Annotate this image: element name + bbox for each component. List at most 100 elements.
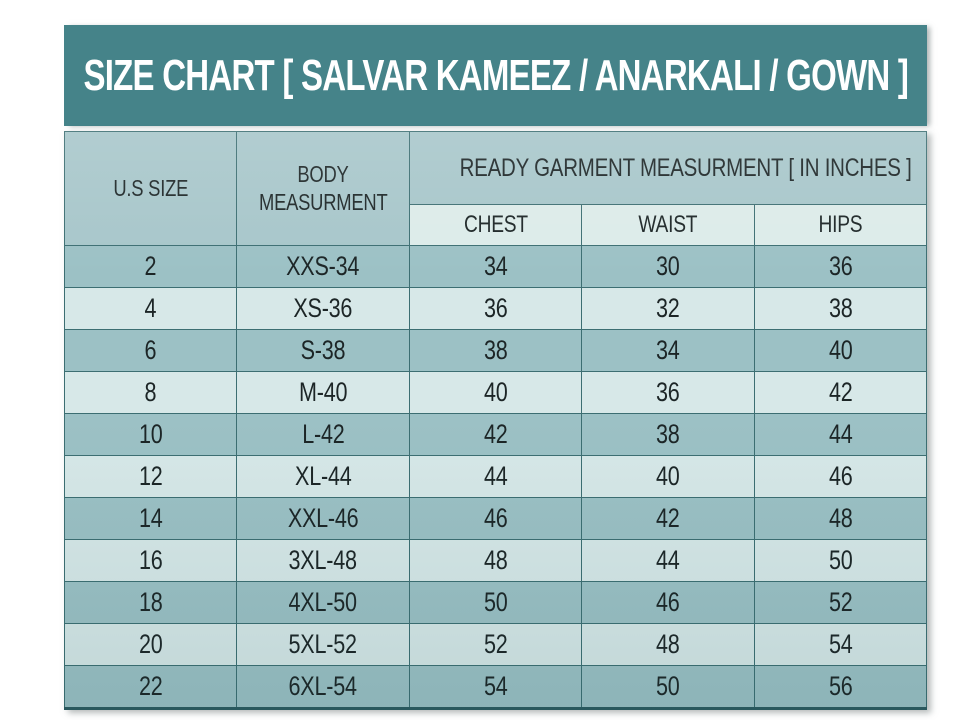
col-header-hips: HIPS [753,204,928,246]
table-cell-value: 18 [138,587,163,617]
table-cell-value: 46 [656,587,680,617]
table-cell: XL-44 [236,455,410,498]
table-cell: XS-36 [236,287,410,330]
table-cell-value: 38 [483,335,508,365]
table-row: 20 5XL-52 52 48 54 [63,623,928,666]
table-cell-value: 22 [138,671,163,701]
table-cell: 46 [753,455,928,498]
table-cell: 5XL-52 [236,623,410,666]
table-cell-value: 5XL-52 [288,629,358,659]
table-cell-value: 50 [483,587,508,617]
table-cell-value: 40 [656,461,680,491]
col-header-waist-label: WAIST [638,211,698,238]
title-band: SIZE CHART [ SALVAR KAMEEZ / ANARKALI / … [64,25,927,126]
table-cell: 6 [63,329,238,372]
col-header-chest-label: CHEST [463,211,528,238]
table-row: 12 XL-44 44 40 46 [63,455,928,498]
table-cell: L-42 [236,413,410,456]
table-cell-value: 16 [138,545,163,575]
table-cell-value: 34 [483,251,508,281]
table-cell: 2 [63,245,238,288]
table-cell-value: 56 [828,671,853,701]
table-cell: 34 [581,329,755,372]
table-cell: 40 [753,329,928,372]
table-cell-value: 48 [828,503,853,533]
table-cell: 54 [408,665,583,709]
table-cell: 38 [581,413,755,456]
table-cell: 36 [408,287,583,330]
table-cell: 52 [753,581,928,624]
table-cell: 48 [408,539,583,582]
table-cell: 42 [581,497,755,540]
table-cell: 34 [408,245,583,288]
table-cell-value: 50 [656,671,680,701]
table-cell-value: 30 [656,251,680,281]
table-cell: 42 [753,371,928,414]
col-header-hips-label: HIPS [818,211,863,238]
table-cell: 50 [753,539,928,582]
table-cell-value: 38 [656,419,680,449]
table-cell-value: 4 [144,293,157,323]
table-cell-value: XS-36 [293,293,353,323]
table-cell-value: 44 [656,545,680,575]
table-cell-value: 42 [828,377,853,407]
table-cell: 36 [753,245,928,288]
table-cell: 10 [63,413,238,456]
col-header-us-size: U.S SIZE [63,131,238,246]
table-cell-value: 46 [483,503,508,533]
table-cell: 8 [63,371,238,414]
col-header-garment-group: READY GARMENT MEASURMENT [ IN INCHES ] [408,131,928,205]
table-cell-value: 36 [828,251,853,281]
col-header-body-measurement: BODY MEASURMENT [236,131,410,246]
table-cell-value: 48 [483,545,508,575]
table-row: 8 M-40 40 36 42 [63,371,928,414]
table-cell-value: 36 [656,377,680,407]
size-table-header: U.S SIZE BODY MEASURMENT READY GARMENT M… [63,131,928,246]
table-cell: 44 [408,455,583,498]
table-cell-value: 46 [828,461,853,491]
table-cell-value: 54 [483,671,508,701]
size-table-wrap: U.S SIZE BODY MEASURMENT READY GARMENT M… [63,131,928,710]
table-cell-value: 42 [656,503,680,533]
table-cell: 42 [408,413,583,456]
table-cell: 4 [63,287,238,330]
table-cell-value: 34 [656,335,680,365]
table-row: 10 L-42 42 38 44 [63,413,928,456]
table-cell: 4XL-50 [236,581,410,624]
table-cell-value: 52 [828,587,853,617]
col-header-chest: CHEST [408,204,583,246]
table-cell: 38 [408,329,583,372]
table-cell-value: M-40 [298,377,348,407]
table-row: 22 6XL-54 54 50 56 [63,665,928,709]
page-title: SIZE CHART [ SALVAR KAMEEZ / ANARKALI / … [83,50,908,100]
table-cell: 36 [581,371,755,414]
table-cell: 48 [581,623,755,666]
table-cell: XXS-34 [236,245,410,288]
table-cell-value: 48 [656,629,680,659]
table-cell: 52 [408,623,583,666]
table-cell-value: 40 [483,377,508,407]
table-cell: 18 [63,581,238,624]
table-cell-value: 36 [483,293,508,323]
table-cell-value: 20 [138,629,163,659]
header-row-sub: CHEST WAIST HIPS [65,204,928,246]
table-cell: 54 [753,623,928,666]
table-row: 16 3XL-48 48 44 50 [63,539,928,582]
table-cell-value: 52 [483,629,508,659]
table-cell: 22 [63,665,238,709]
table-cell: 16 [63,539,238,582]
table-cell: 40 [581,455,755,498]
table-cell-value: L-42 [301,419,345,449]
table-cell-value: 10 [138,419,163,449]
table-cell-value: 54 [828,629,853,659]
table-row: 2 XXS-34 34 30 36 [63,245,928,288]
table-cell: 44 [581,539,755,582]
table-cell-value: 14 [138,503,163,533]
table-cell: 50 [408,581,583,624]
table-cell-value: 4XL-50 [288,587,358,617]
col-header-garment-group-label: READY GARMENT MEASURMENT [ IN INCHES ] [459,153,912,182]
table-cell-value: 6 [144,335,157,365]
size-table-body: 2 XXS-34 34 30 36 4 XS-36 36 32 38 6 S-38 38 34 40 8 M-4… [63,245,928,709]
header-row-top: U.S SIZE BODY MEASURMENT READY GARMENT M… [63,131,928,246]
